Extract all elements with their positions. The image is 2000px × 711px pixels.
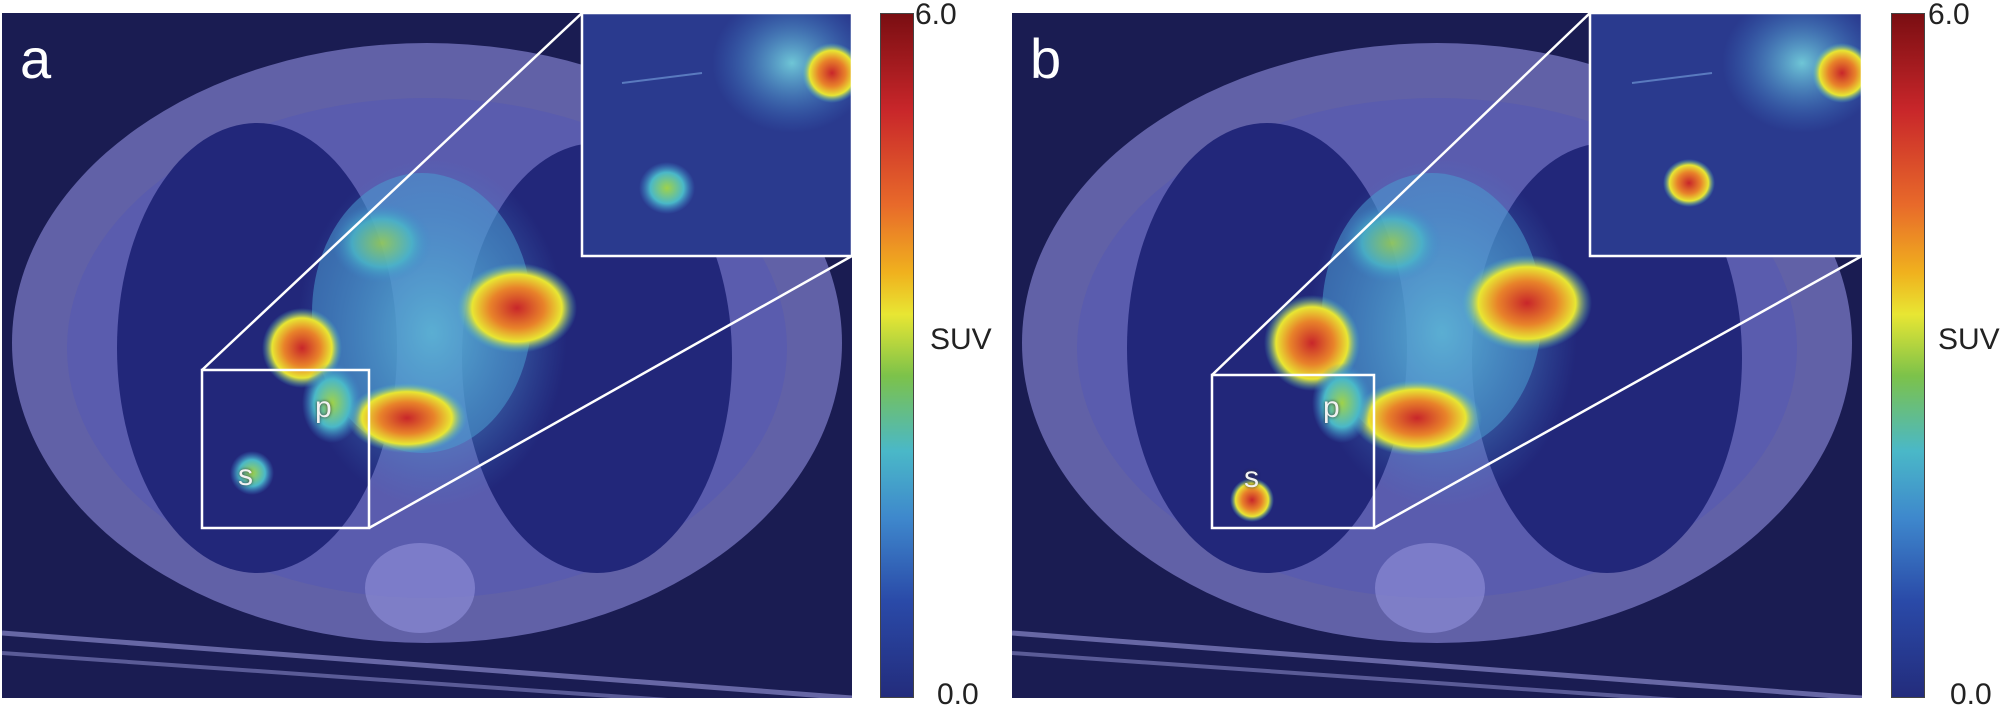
pet-ct-image-b: b p s (1012, 13, 1862, 698)
scan-graphic-a (2, 13, 852, 698)
colorbar-a (880, 13, 914, 698)
colorbar-min-a: 0.0 (937, 678, 979, 711)
scan-graphic-b (1012, 13, 1862, 698)
label-s-a: s (238, 459, 253, 492)
label-p-a: p (315, 391, 332, 424)
panel-letter-b: b (1030, 27, 1062, 90)
colorbar-b (1891, 13, 1925, 698)
pet-ct-image-a: a p s (2, 13, 852, 698)
label-s-b: s (1244, 461, 1259, 494)
panel-letter-a: a (20, 27, 52, 90)
colorbar-min-b: 0.0 (1950, 678, 1992, 711)
label-p-b: p (1323, 391, 1340, 424)
colorbar-max-a: 6.0 (915, 0, 957, 31)
colorbar-max-b: 6.0 (1928, 0, 1970, 31)
colorbar-unit-a: SUV (930, 323, 992, 356)
colorbar-unit-b: SUV (1938, 323, 2000, 356)
